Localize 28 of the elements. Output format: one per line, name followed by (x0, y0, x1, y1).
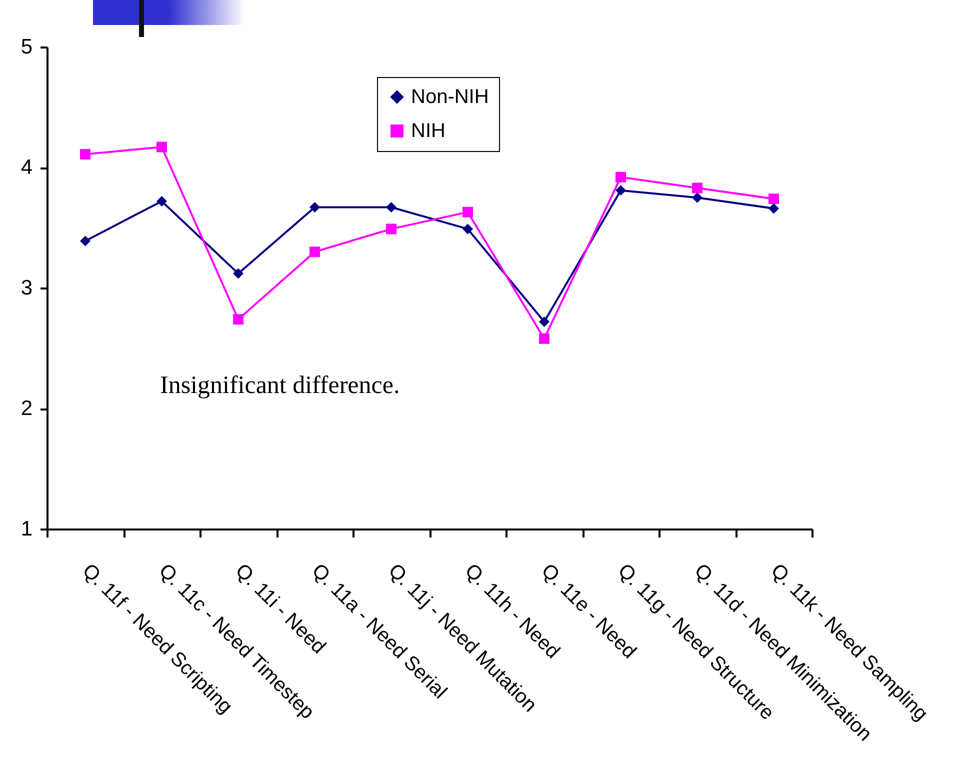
point (616, 172, 626, 182)
point (386, 202, 396, 213)
annotation: Insignificant difference. (160, 372, 400, 399)
point (386, 224, 396, 234)
point (462, 206, 473, 218)
legend-label: NIH (411, 120, 446, 142)
point (692, 182, 702, 194)
y-tick-label: 4 (20, 156, 33, 179)
y-tick-label: 2 (20, 397, 32, 420)
y-tick-label: 3 (20, 276, 32, 300)
point (539, 316, 550, 327)
point (768, 194, 779, 204)
point (692, 192, 702, 203)
point (310, 202, 320, 213)
point (233, 268, 244, 279)
point (539, 333, 550, 344)
point (462, 224, 473, 234)
legend-label: Non-NIH (411, 86, 489, 108)
y-tick-label: 1 (20, 518, 32, 540)
point (80, 149, 90, 160)
point (233, 314, 244, 325)
point (156, 196, 167, 206)
point (80, 236, 90, 246)
point (768, 203, 779, 214)
point (616, 185, 626, 196)
y-tick-label: 5 (20, 36, 32, 58)
point (156, 142, 167, 152)
point (310, 246, 320, 258)
